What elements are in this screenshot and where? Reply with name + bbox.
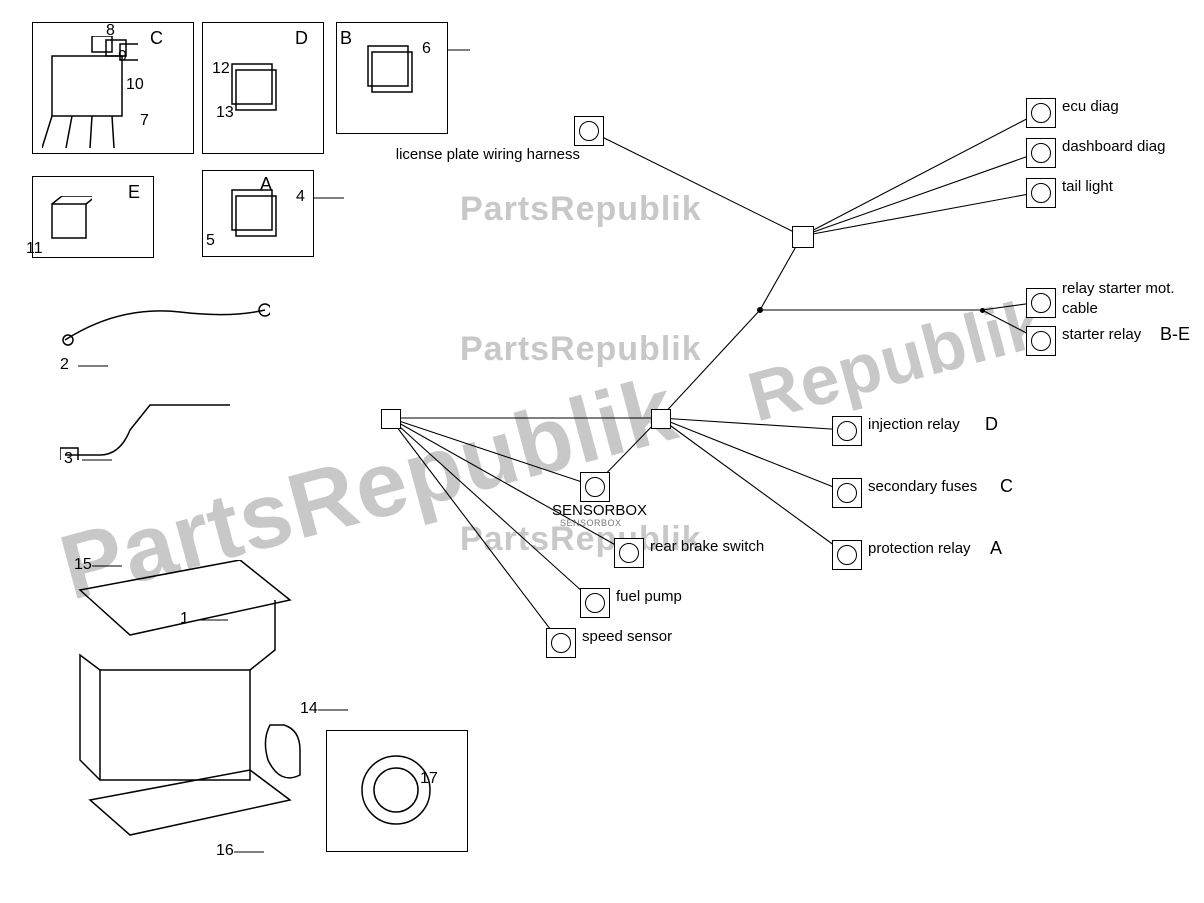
- node-label: rear brake switch: [650, 538, 764, 555]
- callout-4: 4: [296, 188, 305, 206]
- callout-5: 5: [206, 232, 215, 250]
- sketch-clip: [260, 720, 308, 784]
- sketch-cable: [60, 300, 270, 348]
- node-label: injection relay: [868, 416, 960, 433]
- junction: [381, 409, 401, 429]
- node-srelay: [1031, 331, 1051, 351]
- node-label: protection relay: [868, 540, 971, 557]
- node-label: ecu diag: [1062, 98, 1119, 115]
- sketch-relay: [230, 186, 284, 242]
- node-relcable: [1031, 293, 1051, 313]
- junction-dot: [757, 307, 763, 313]
- node-prot: [837, 545, 857, 565]
- sketch-fusebox: [42, 36, 138, 148]
- sketch-relay: [366, 42, 420, 100]
- node-dash: [1031, 143, 1051, 163]
- node-label: starter relay: [1062, 326, 1141, 343]
- junction-dot: [980, 308, 985, 313]
- sketch-battery: [60, 560, 300, 840]
- node-label: fuel pump: [616, 588, 682, 605]
- node-label: dashboard diag: [1062, 138, 1165, 155]
- node-label: license plate wiring harness: [396, 146, 580, 163]
- node-rbrake: [619, 543, 639, 563]
- node-tail: [1031, 183, 1051, 203]
- callout-12: 12: [212, 60, 230, 78]
- sketch-fuse: [48, 196, 92, 244]
- callout-14: 14: [300, 700, 318, 718]
- callout-16: 16: [216, 842, 234, 860]
- node-speed: [551, 633, 571, 653]
- node-label: secondary fuses: [868, 478, 977, 495]
- callout-7: 7: [140, 112, 149, 130]
- node-sec: [837, 483, 857, 503]
- callout-6: 6: [422, 40, 431, 58]
- callout-11: 11: [26, 240, 43, 258]
- box-tag: D: [295, 28, 308, 49]
- junction: [651, 409, 671, 429]
- node-sbox: [585, 477, 605, 497]
- node-label: speed sensor: [582, 628, 672, 645]
- node-label: SENSORBOX: [552, 502, 647, 519]
- node-ecu: [1031, 103, 1051, 123]
- box-tag: C: [150, 28, 163, 49]
- node-label: relay starter mot.: [1062, 280, 1175, 297]
- junction: [792, 226, 814, 248]
- callout-2: 2: [60, 356, 69, 374]
- box-tag: E: [128, 182, 140, 203]
- node-fpump: [585, 593, 605, 613]
- sketch-relay: [230, 60, 284, 120]
- node-label: tail light: [1062, 178, 1113, 195]
- sketch-ring: [356, 750, 436, 830]
- box-tag: B: [340, 28, 352, 49]
- sketch-cable2: [60, 400, 240, 460]
- node-inj: [837, 421, 857, 441]
- node-lp: [579, 121, 599, 141]
